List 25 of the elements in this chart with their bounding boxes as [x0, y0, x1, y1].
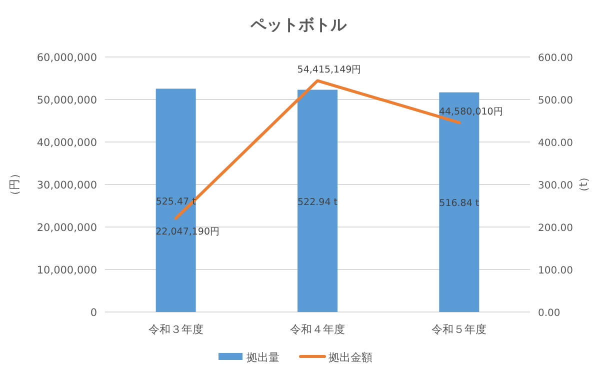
- data-label: 54,415,149円: [297, 64, 362, 76]
- y-tick-label: 40,000,000: [36, 137, 97, 149]
- legend-label: 拠出量: [246, 351, 280, 364]
- y-tick-label: 60,000,000: [36, 52, 97, 64]
- x-tick-label: 令和３年度: [148, 323, 204, 336]
- y-tick-label: 20,000,000: [36, 222, 97, 234]
- y-tick-label: 10,000,000: [36, 264, 97, 276]
- y2-axis-title: （t）: [577, 171, 590, 198]
- y2-tick-label: 500.00: [538, 96, 573, 106]
- y-tick-label: 30,000,000: [36, 180, 97, 192]
- y2-tick-label: 200.00: [538, 223, 573, 234]
- x-tick-label: 令和５年度: [432, 323, 487, 336]
- y2-tick-label: 0.00: [538, 308, 560, 319]
- data-label: 522.94 t: [298, 196, 338, 208]
- chart-title: ペットボトル: [250, 15, 348, 34]
- y-axis-title: （円）: [8, 168, 21, 201]
- y2-tick-label: 100.00: [538, 266, 573, 276]
- x-tick-label: 令和４年度: [290, 323, 345, 336]
- y2-tick-label: 400.00: [538, 138, 573, 149]
- y-tick-label: 0: [90, 307, 97, 319]
- legend-label: 拠出金額: [328, 351, 372, 364]
- y2-tick-label: 600.00: [538, 53, 573, 64]
- data-label: 516.84 t: [439, 198, 480, 210]
- y2-tick-label: 300.00: [538, 180, 573, 192]
- y-tick-label: 50,000,000: [36, 94, 97, 106]
